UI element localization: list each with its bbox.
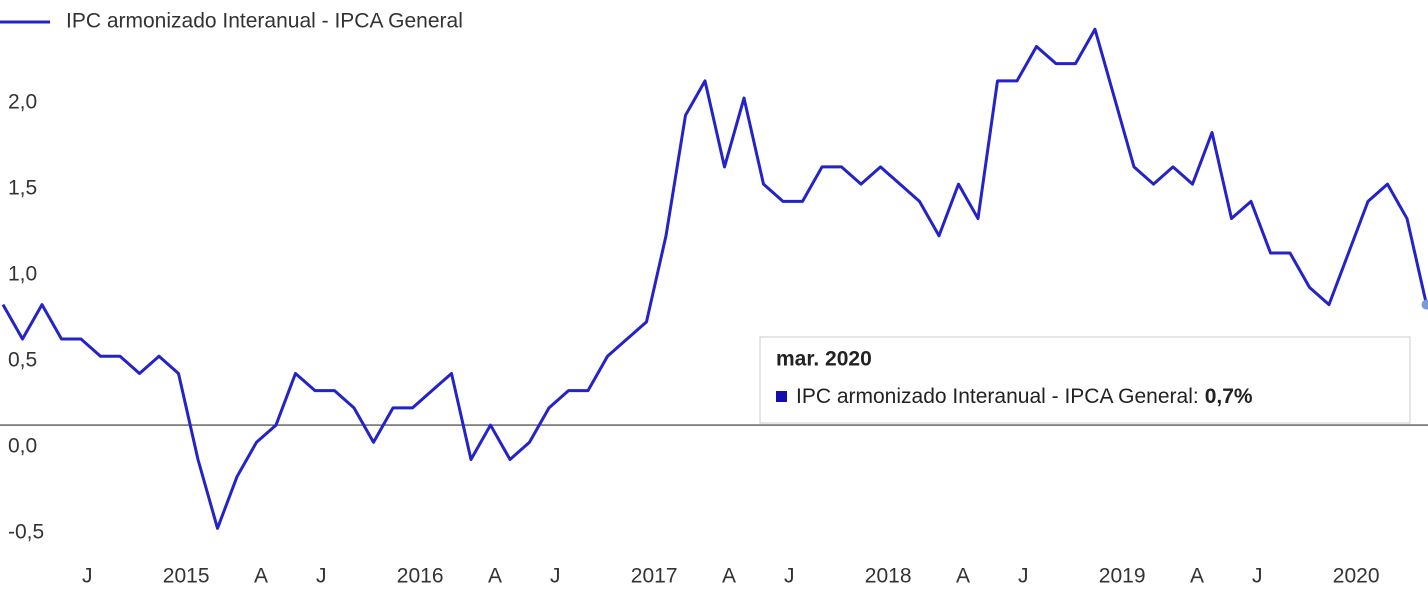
y-tick-label: 1,0 — [8, 263, 37, 286]
y-tick-label: 1,5 — [8, 176, 37, 199]
series-line — [1, 27, 1428, 530]
tooltip-text: IPC armonizado Interanual - IPCA General… — [796, 385, 1253, 408]
tooltip: mar. 2020 IPC armonizado Interanual - IPC… — [759, 336, 1411, 424]
x-tick-label: A — [722, 565, 736, 588]
y-tick-label: 2,0 — [8, 90, 37, 113]
x-tick-label: A — [488, 565, 502, 588]
y-tick-label: -0,5 — [8, 521, 44, 544]
x-tick-label: A — [1190, 565, 1204, 588]
x-tick-label: J — [82, 565, 93, 588]
x-tick-label: 2018 — [865, 565, 912, 588]
tooltip-swatch — [776, 391, 787, 402]
x-tick-label: J — [1252, 565, 1263, 588]
x-tick-label: A — [956, 565, 970, 588]
y-tick-label: 0,5 — [8, 349, 37, 372]
tooltip-label: IPC armonizado Interanual - IPCA General… — [796, 385, 1199, 408]
x-tick-label: J — [316, 565, 327, 588]
x-tick-label: 2017 — [631, 565, 678, 588]
legend-label: IPC armonizado Interanual - IPCA General — [66, 10, 463, 33]
x-tick-label: J — [784, 565, 795, 588]
x-tick-label: 2019 — [1099, 565, 1146, 588]
tooltip-value: 0,7% — [1205, 385, 1253, 408]
x-tick-label: J — [550, 565, 561, 588]
tooltip-title: mar. 2020 — [776, 348, 872, 371]
x-tick-label: 2020 — [1333, 565, 1380, 588]
x-tick-label: J — [1018, 565, 1029, 588]
x-tick-label: A — [254, 565, 268, 588]
hover-point — [1421, 299, 1428, 310]
x-tick-label: 2015 — [163, 565, 210, 588]
x-tick-label: 2016 — [397, 565, 444, 588]
y-tick-label: 0,0 — [8, 435, 37, 458]
tooltip-box — [759, 336, 1411, 424]
